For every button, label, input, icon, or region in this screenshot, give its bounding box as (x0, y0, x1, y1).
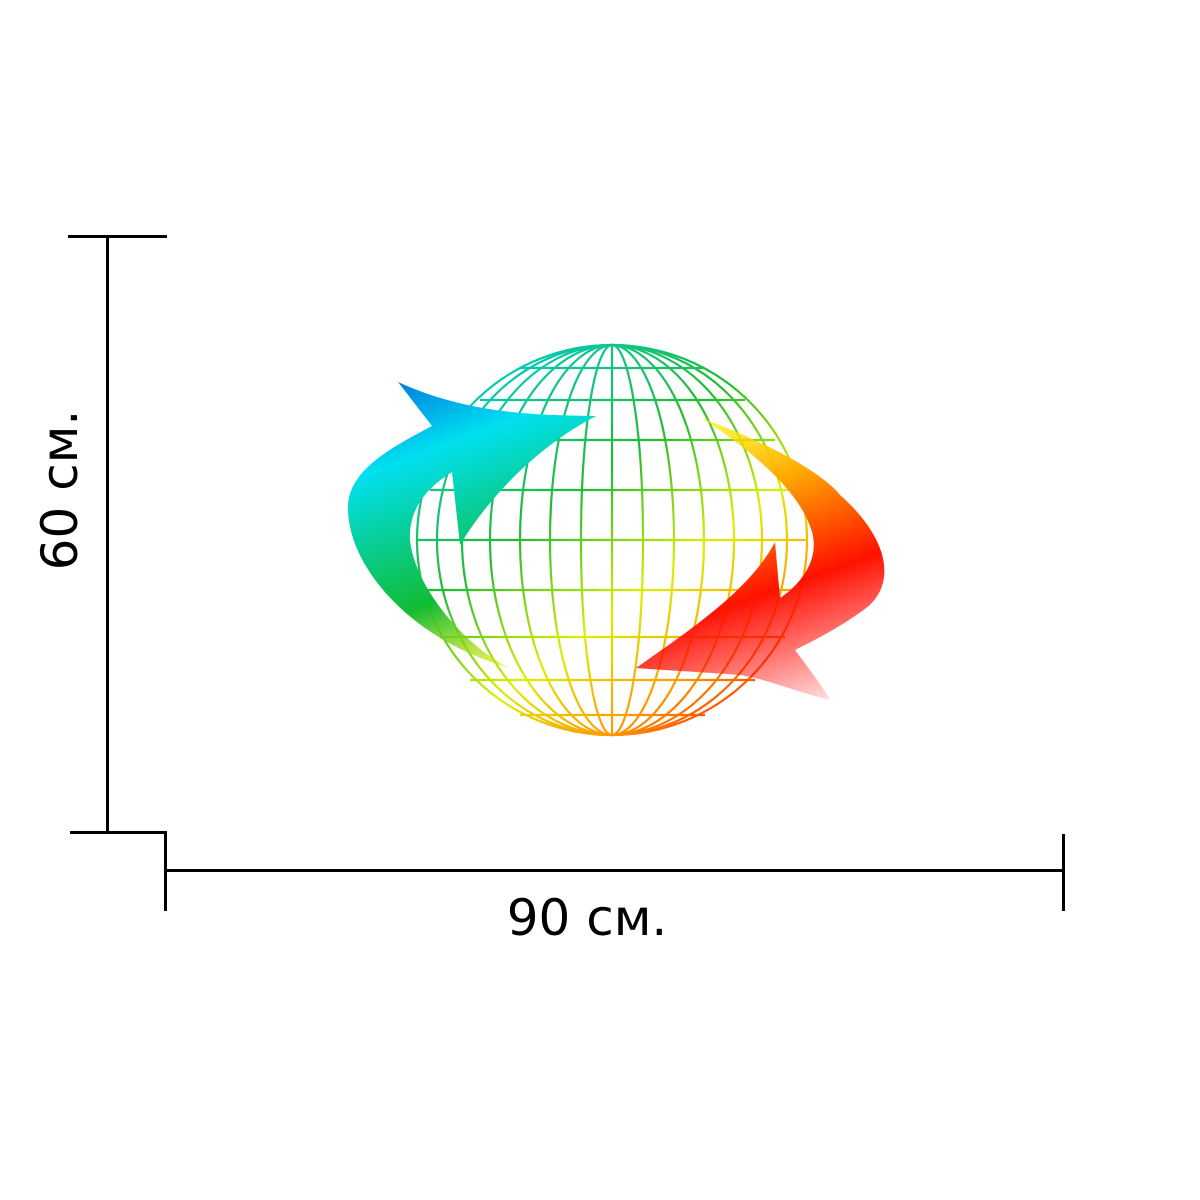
height-label: 60 см. (31, 409, 89, 571)
height-dimension-line (106, 236, 109, 834)
left-circular-arrow (347, 382, 596, 668)
height-top-tick (68, 235, 167, 238)
right-circular-arrow (636, 418, 885, 700)
width-right-tick (1062, 834, 1065, 911)
width-left-tick (164, 834, 167, 911)
width-label: 90 см. (506, 889, 668, 947)
globe-arrows-artwork (347, 343, 885, 737)
width-dimension-line (165, 869, 1065, 872)
height-bottom-tick (70, 831, 167, 834)
